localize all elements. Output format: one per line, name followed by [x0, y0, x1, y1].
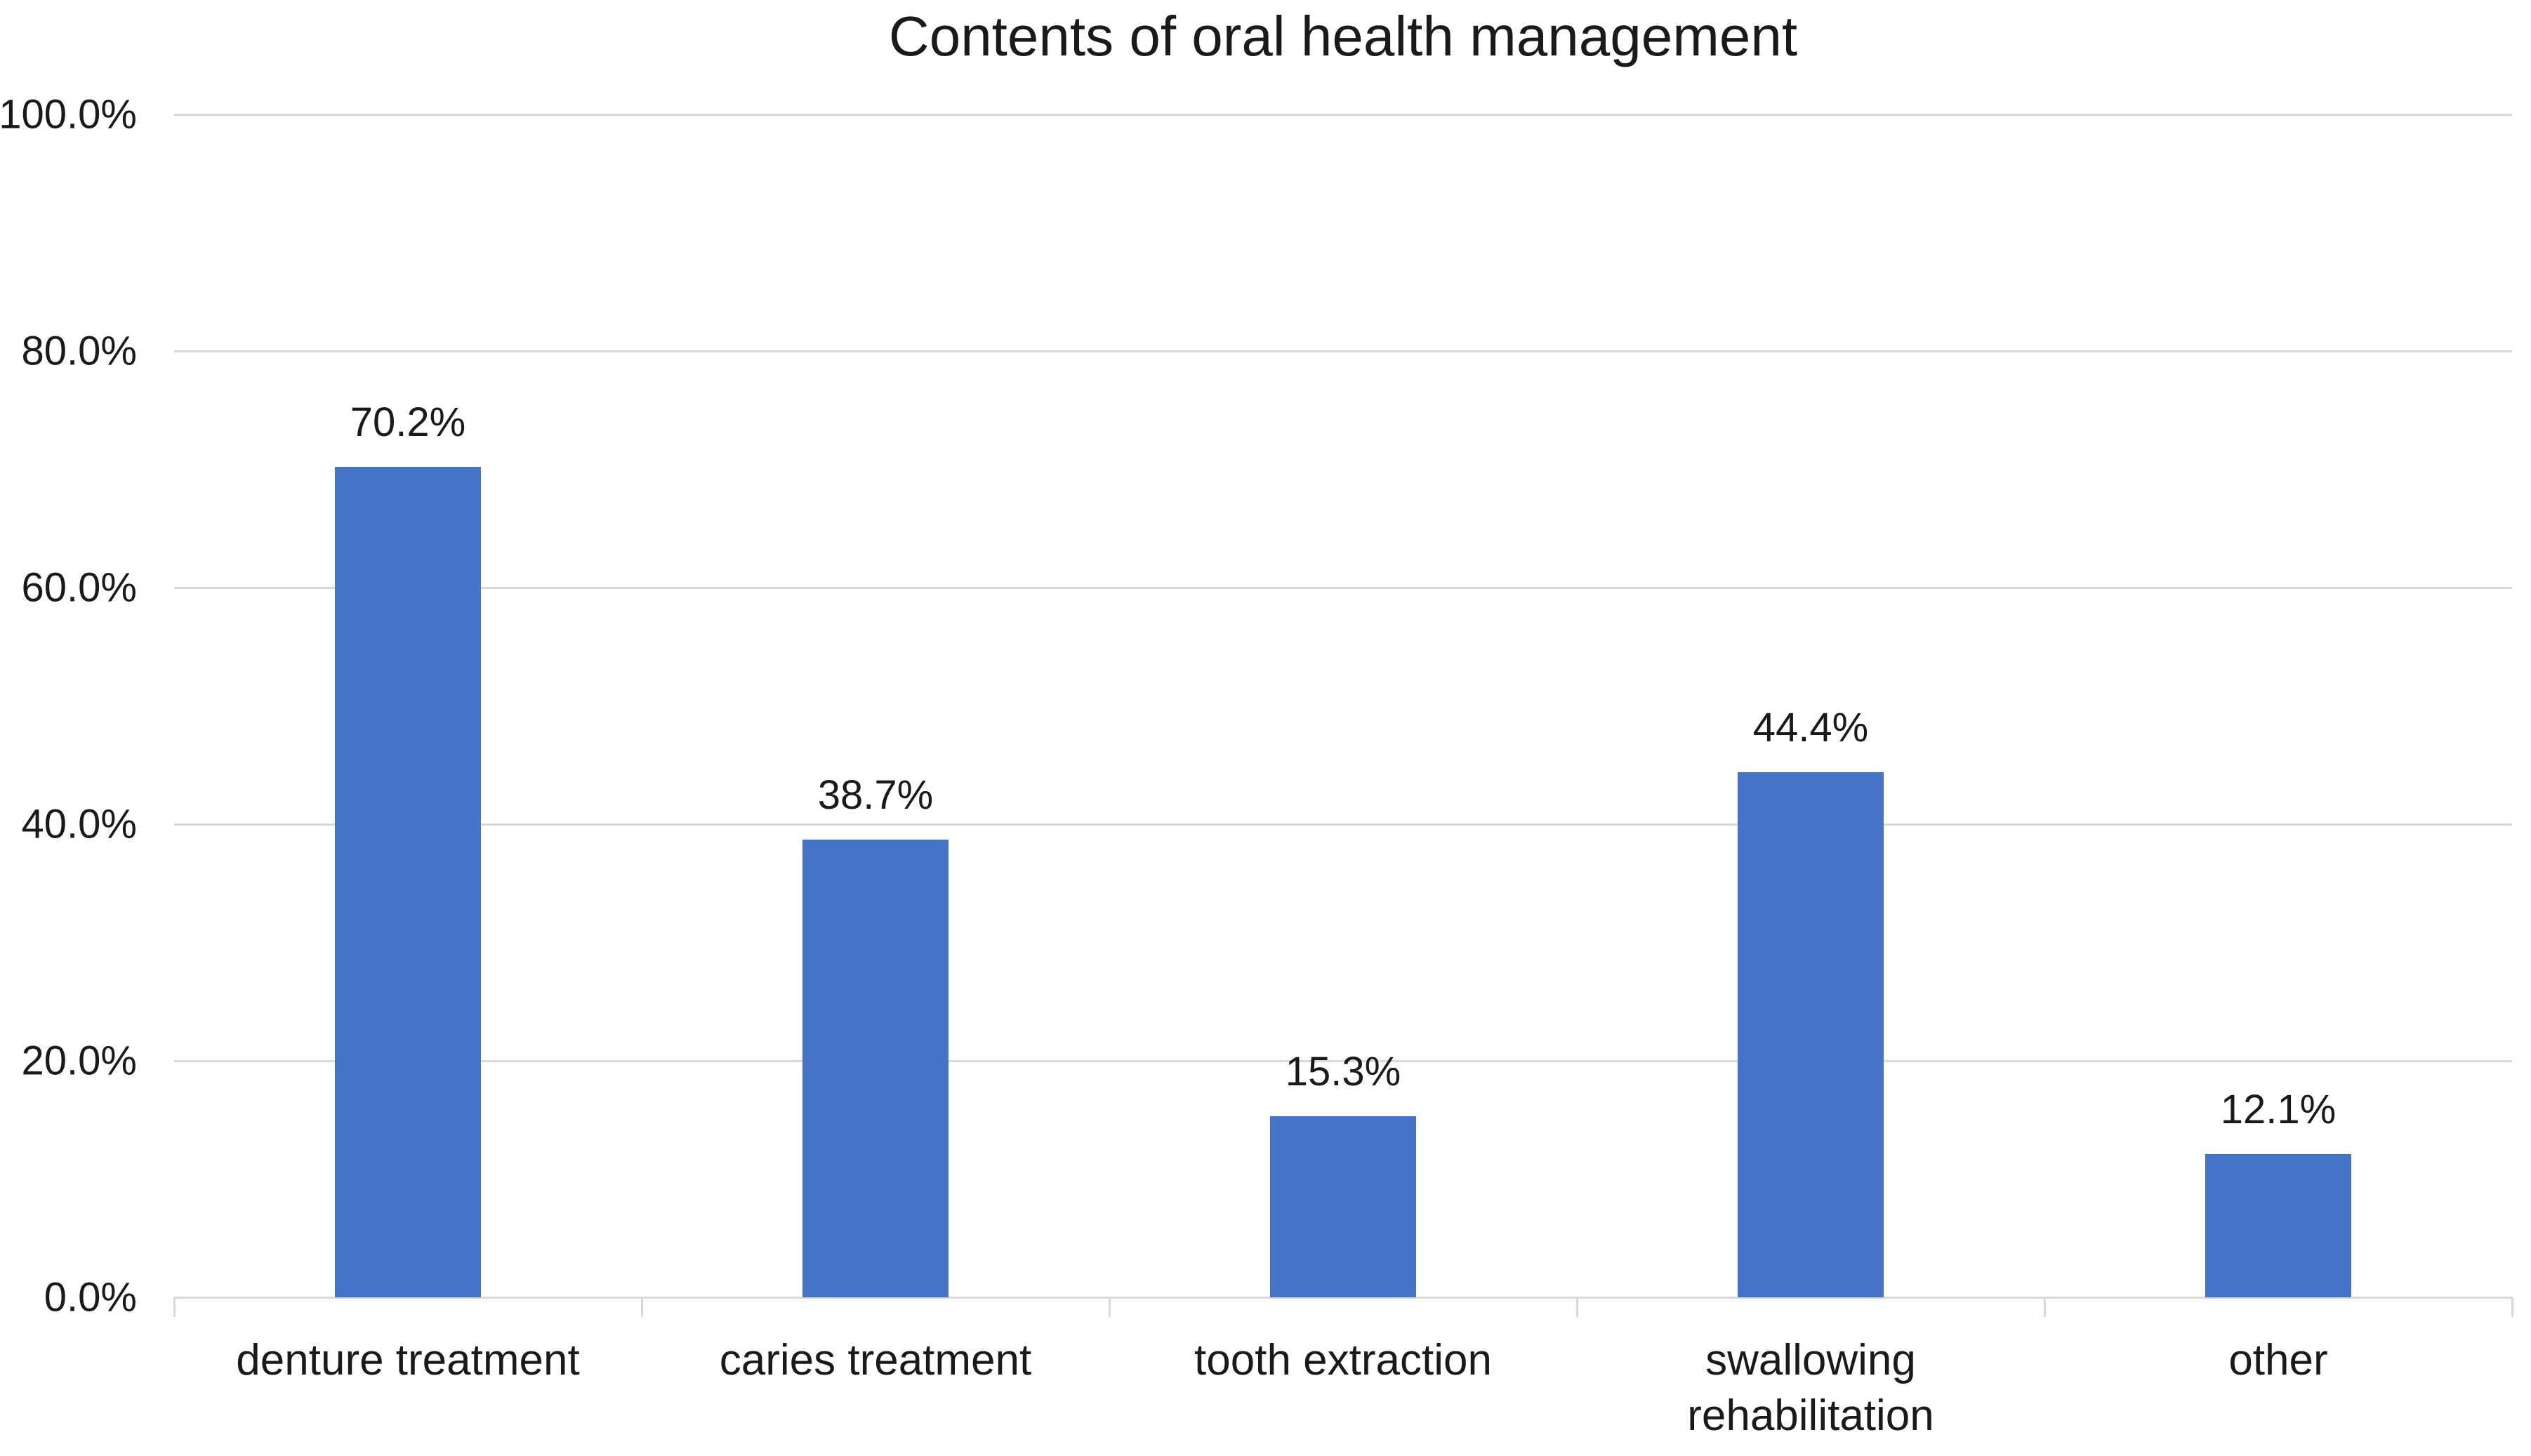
x-axis-tick	[640, 1297, 643, 1317]
y-axis-tick-label: 80.0%	[21, 328, 137, 374]
y-axis-tick-label: 20.0%	[21, 1038, 137, 1084]
x-axis-label: denture treatment	[236, 1336, 580, 1384]
x-axis-tick	[173, 1297, 176, 1317]
gridline	[174, 823, 2512, 826]
x-axis-label: other	[2228, 1336, 2328, 1384]
x-axis-tick	[1108, 1297, 1111, 1317]
x-axis-label: caries treatment	[719, 1336, 1032, 1384]
gridline	[174, 1296, 2512, 1299]
bar-swallowing-rehabilitation	[1738, 772, 1884, 1297]
x-axis-label: tooth extraction	[1194, 1336, 1492, 1384]
x-axis-tick	[1575, 1297, 1578, 1317]
value-label: 12.1%	[2220, 1087, 2337, 1133]
gridline	[174, 586, 2512, 589]
value-label: 44.4%	[1752, 704, 1869, 750]
bar-tooth-extraction	[1270, 1116, 1416, 1297]
chart-title: Contents of oral health management	[888, 5, 1798, 67]
bar-group-swallowing-rehabilitation: 44.4% swallowing rehabilitation	[1577, 114, 2044, 1440]
y-axis-tick-label: 60.0%	[21, 564, 137, 611]
bar-caries-treatment	[802, 839, 949, 1297]
y-axis-tick-label: 100.0%	[0, 91, 137, 138]
bar-group-tooth-extraction: 15.3% tooth extraction	[1109, 114, 1577, 1384]
x-axis-tick	[2043, 1297, 2046, 1317]
gridline	[174, 1059, 2512, 1062]
gridline	[174, 350, 2512, 352]
gridline	[174, 113, 2512, 116]
value-label: 70.2%	[350, 399, 466, 446]
value-label: 38.7%	[817, 772, 934, 818]
bar-denture-treatment	[335, 467, 481, 1297]
bar-other	[2205, 1154, 2351, 1297]
bar-group-caries-treatment: 38.7% caries treatment	[642, 114, 1109, 1384]
x-axis-tick	[2511, 1297, 2513, 1317]
y-axis-tick-label: 40.0%	[21, 801, 137, 847]
value-label: 15.3%	[1285, 1049, 1401, 1095]
y-axis-tick-label: 0.0%	[44, 1274, 137, 1321]
x-axis-label: swallowing rehabilitation	[1687, 1336, 1934, 1441]
bar-group-other: 12.1% other	[2044, 114, 2512, 1384]
bar-group-denture-treatment: 70.2% denture treatment	[174, 114, 642, 1384]
plot-area: 0.0% 20.0% 40.0% 60.0% 80.0% 100.0%	[0, 92, 2513, 1440]
